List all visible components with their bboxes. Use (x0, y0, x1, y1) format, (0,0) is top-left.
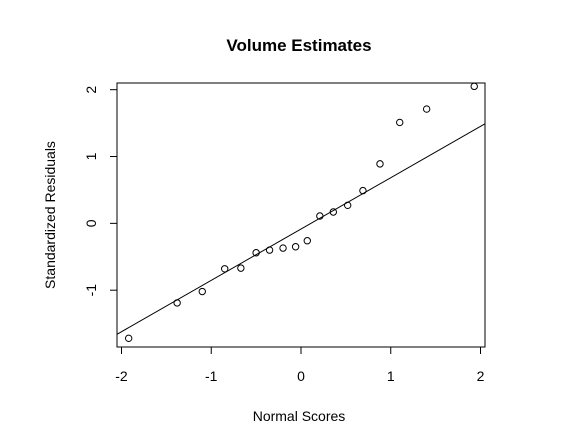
data-point (303, 237, 311, 245)
y-tick-label: 1 (83, 152, 99, 160)
y-tick-label: -1 (83, 284, 99, 297)
y-tick-label: 0 (83, 219, 99, 227)
x-axis-title: Normal Scores (253, 408, 346, 424)
reference-line (116, 123, 486, 335)
x-tick-label: -1 (205, 368, 218, 384)
data-point (359, 186, 367, 195)
plot-title: Volume Estimates (226, 36, 371, 55)
x-tick-label: 1 (387, 368, 395, 384)
data-point (422, 105, 431, 113)
data-point (376, 160, 384, 168)
data-point (291, 243, 300, 251)
data-point (343, 201, 352, 210)
data-point (279, 244, 287, 252)
reference-line-layer (116, 123, 486, 335)
x-axis: -2 -1 0 1 2 (115, 346, 485, 384)
x-tick-label: 2 (477, 368, 485, 384)
data-point (173, 299, 181, 307)
x-tick-label: -2 (115, 368, 128, 384)
data-point (124, 334, 133, 343)
data-point (221, 265, 229, 273)
points-layer (124, 82, 478, 343)
data-point (329, 208, 338, 216)
data-point (316, 212, 324, 220)
data-point (198, 287, 206, 296)
data-point (265, 246, 274, 254)
y-tick-label: 2 (83, 86, 99, 94)
data-point (470, 82, 478, 91)
y-axis: -1 0 1 2 (83, 86, 118, 297)
y-axis-title: Standardized Residuals (42, 141, 58, 289)
data-point (252, 249, 260, 257)
data-point (396, 118, 404, 127)
data-point (237, 264, 245, 272)
x-tick-label: 0 (297, 368, 305, 384)
